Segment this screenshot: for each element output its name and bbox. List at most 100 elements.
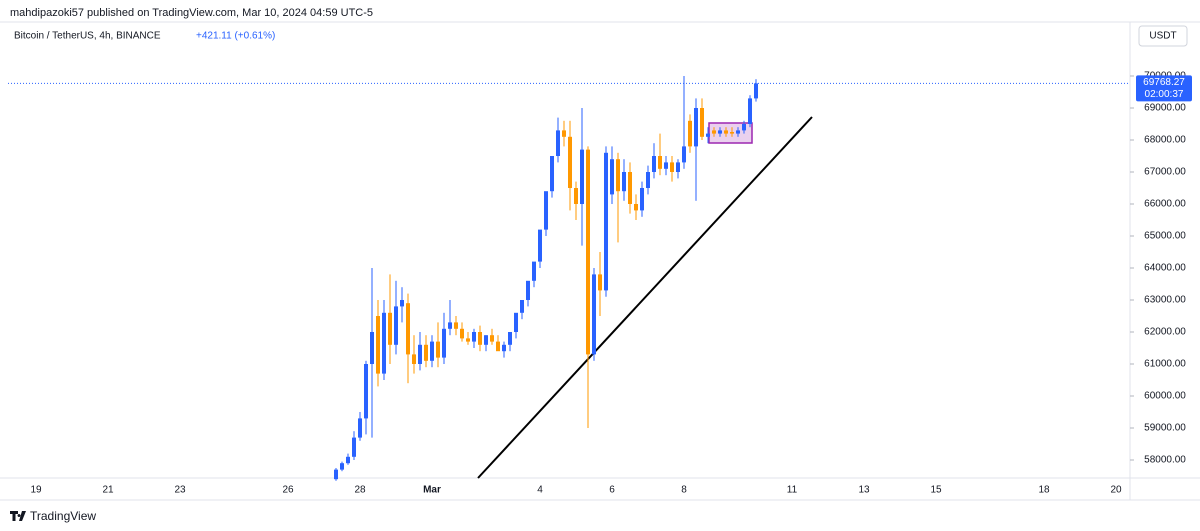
publish-header: mahdipazoki57 published on TradingView.c… <box>10 7 373 19</box>
x-tick-label: 6 <box>609 485 615 496</box>
candle-body <box>568 136 573 188</box>
candle-body <box>538 229 543 262</box>
candle-body <box>634 204 639 211</box>
y-tick-label: 68000.00 <box>1144 135 1186 146</box>
candle-body <box>442 328 447 358</box>
x-tick-label: 28 <box>354 485 366 496</box>
candle-body <box>748 98 753 124</box>
candle-body <box>658 156 663 169</box>
candle-body <box>436 341 441 358</box>
y-tick-label: 67000.00 <box>1144 167 1186 178</box>
candle-body <box>718 130 723 134</box>
currency-button[interactable] <box>1138 25 1188 47</box>
candle-body <box>418 344 423 364</box>
candle-body <box>430 341 435 361</box>
candle-body <box>490 335 495 342</box>
candle-body <box>496 341 501 352</box>
candle-body <box>424 344 429 361</box>
candle-body <box>532 261 537 281</box>
candle-body <box>610 159 615 195</box>
y-tick-label: 66000.00 <box>1144 199 1186 210</box>
x-tick-label: 26 <box>282 485 294 496</box>
candle-body <box>562 130 567 137</box>
x-tick-label: 21 <box>102 485 114 496</box>
x-tick-label: Mar <box>423 485 441 496</box>
candle-body <box>472 332 477 342</box>
trend-line <box>477 116 813 479</box>
logo: TradingView <box>10 509 96 523</box>
x-tick-label: 13 <box>858 485 870 496</box>
y-tick-label: 69000.00 <box>1144 103 1186 114</box>
y-tick-label: 60000.00 <box>1144 391 1186 402</box>
candle-body <box>580 149 585 204</box>
symbol-title: Bitcoin / TetherUS, 4h, BINANCE <box>14 31 161 42</box>
candle-body <box>520 300 525 313</box>
candle-body <box>622 172 627 192</box>
candle-body <box>526 280 531 300</box>
candle-body <box>628 172 633 204</box>
candle-body <box>598 274 603 291</box>
y-tick-label: 63000.00 <box>1144 295 1186 306</box>
candle-body <box>688 120 693 147</box>
y-tick-label: 64000.00 <box>1144 263 1186 274</box>
y-tick-label: 65000.00 <box>1144 231 1186 242</box>
candle-body <box>694 108 699 147</box>
footer-brand: TradingView <box>30 509 96 523</box>
candle-body <box>730 132 735 134</box>
candle-body <box>544 191 549 230</box>
candle-body <box>346 456 351 464</box>
candle-body <box>352 437 357 457</box>
y-tick-label: 62000.00 <box>1144 327 1186 338</box>
candle-body <box>484 335 489 345</box>
countdown-label: 02:00:37 <box>1145 89 1184 100</box>
x-tick-label: 4 <box>537 485 543 496</box>
candle-body <box>556 130 561 156</box>
candle-body <box>364 364 369 419</box>
candle-body <box>388 312 393 345</box>
candle-body <box>514 312 519 332</box>
candle-body <box>652 156 657 172</box>
y-tick-label: 61000.00 <box>1144 359 1186 370</box>
candle-body <box>616 159 621 192</box>
candle-body <box>376 316 381 374</box>
x-tick-label: 15 <box>930 485 942 496</box>
candle-body <box>754 83 759 99</box>
candle-body <box>370 332 375 364</box>
candle-body <box>340 463 345 470</box>
candle-body <box>454 322 459 329</box>
candle-body <box>334 469 339 480</box>
candle-body <box>640 188 645 211</box>
x-tick-label: 23 <box>174 485 186 496</box>
y-tick-label: 58000.00 <box>1144 455 1186 466</box>
candle-body <box>670 162 675 172</box>
candle-body <box>736 130 741 134</box>
candle-body <box>724 130 729 134</box>
candle-body <box>700 108 705 137</box>
candle-body <box>412 354 417 364</box>
candle-body <box>382 312 387 374</box>
candle-body <box>592 274 597 355</box>
candle-body <box>550 156 555 192</box>
x-tick-label: 18 <box>1038 485 1050 496</box>
candles <box>334 76 759 481</box>
last-price-box <box>1136 75 1192 102</box>
candle-body <box>676 162 681 172</box>
candle-body <box>466 338 471 342</box>
candle-body <box>646 172 651 188</box>
candle-body <box>706 133 711 137</box>
x-tick-label: 19 <box>30 485 42 496</box>
x-tick-label: 20 <box>1110 485 1122 496</box>
candle-body <box>394 306 399 345</box>
candle-body <box>508 332 513 345</box>
candle-body <box>574 188 579 204</box>
candle-body <box>406 303 411 355</box>
candle-body <box>400 300 405 307</box>
candle-body <box>712 130 717 134</box>
x-tick-label: 8 <box>681 485 687 496</box>
candle-body <box>502 344 507 352</box>
y-tick-label: 59000.00 <box>1144 423 1186 434</box>
currency-label[interactable]: USDT <box>1149 31 1176 42</box>
candle-body <box>586 149 591 355</box>
candle-body <box>664 162 669 169</box>
